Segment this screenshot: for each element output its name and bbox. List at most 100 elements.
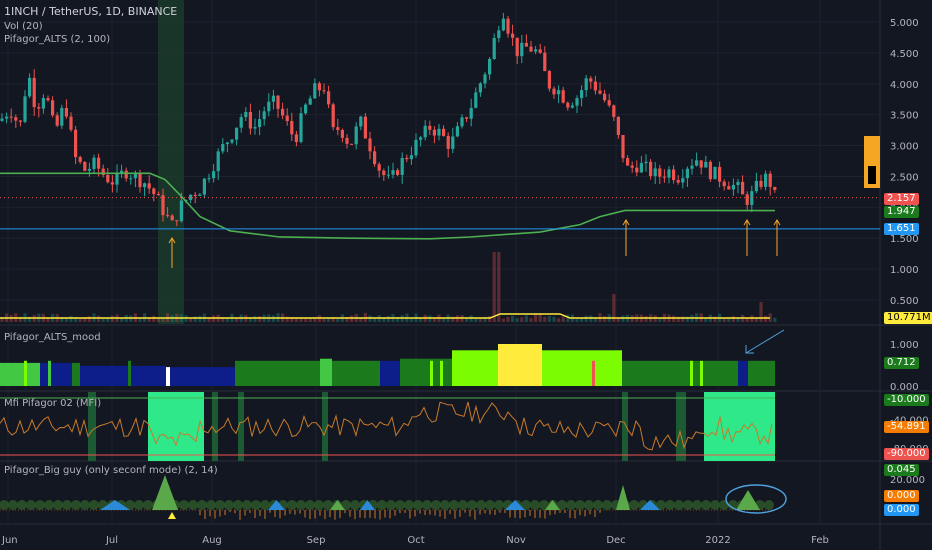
bigguy-dot (242, 500, 252, 510)
volume-bar (764, 315, 768, 322)
candle-body (129, 178, 133, 180)
volume-bar (621, 315, 625, 322)
volume-bar (685, 316, 689, 322)
bigguy-peak (545, 500, 560, 510)
candle-body (474, 92, 478, 108)
candle-body (331, 104, 335, 128)
volume-bar (754, 317, 758, 322)
volume-bar (488, 316, 492, 322)
volume-bar (520, 317, 524, 322)
mfi-tag-upper: -10.000 (884, 394, 929, 406)
bigguy-dot (188, 500, 198, 510)
candle-body (598, 90, 602, 94)
volume-bar (419, 317, 423, 322)
candle-body (731, 184, 735, 190)
bigguy-dot (539, 500, 549, 510)
ma-line (0, 172, 776, 240)
bigguy-dot (665, 500, 675, 510)
mood-bar (72, 362, 80, 386)
candle-body (699, 160, 703, 168)
mood-spike (440, 360, 443, 386)
candle-body (51, 100, 55, 116)
volume-bar (0, 317, 4, 322)
candle-body (432, 129, 436, 136)
volume-bar (465, 318, 469, 322)
candle-body (603, 93, 607, 101)
volume-bar (304, 318, 308, 322)
candle-body (704, 161, 708, 168)
bigguy-dot (521, 500, 531, 510)
candle-body (308, 98, 312, 105)
price-tick-label: 1.000 (890, 265, 919, 276)
candle-body (28, 77, 32, 97)
volume-bar (474, 318, 478, 322)
candle-body (9, 116, 13, 118)
candle-body (547, 71, 551, 89)
symbol-title: 1INCH / TetherUS, 1D, BINANCE (4, 5, 178, 18)
volume-bar (313, 317, 317, 322)
candle-body (386, 174, 390, 176)
volume-bar (382, 317, 386, 322)
candle-body (101, 168, 105, 175)
candle-body (175, 220, 179, 222)
candle-body (672, 169, 676, 181)
candle-body (557, 90, 561, 95)
mood-bar (452, 350, 498, 386)
bigguy-dot (80, 500, 90, 510)
time-axis-label: Jul (105, 535, 118, 546)
candle-body (768, 173, 772, 187)
bigguy-dot (44, 500, 54, 510)
candle-body (584, 78, 588, 91)
candle-body (267, 101, 271, 112)
candle-body (483, 74, 487, 84)
bigguy-blue-hump (360, 500, 375, 510)
candle-body (377, 164, 381, 171)
mood-tick-label: 0.000 (890, 382, 919, 393)
volume-tag: 10.771M (884, 312, 932, 324)
annotation-arrow (745, 329, 785, 354)
bigguy-dot (656, 500, 666, 510)
candle-body (612, 105, 616, 117)
candle-body (14, 117, 18, 121)
bigguy-dot (584, 500, 594, 510)
candle-body (713, 166, 717, 180)
bigguy-dot (674, 500, 684, 510)
candle-body (630, 165, 634, 168)
mood-bar (320, 358, 332, 386)
volume-bar (511, 315, 515, 322)
volume-bar (727, 317, 731, 322)
bigguy-dot (26, 500, 36, 510)
candle-body (690, 165, 694, 169)
candle-body (667, 169, 671, 178)
bigguy-dot (341, 500, 351, 510)
volume-bar (396, 317, 400, 322)
bigguy-pane-title: Pifagor_Big guy (only seconf mode) (2, 1… (4, 465, 218, 476)
volume-bar (64, 318, 68, 322)
bigguy-dot (728, 500, 738, 510)
candle-body (561, 90, 565, 103)
bigguy-dot (215, 500, 225, 510)
volume-bar (773, 317, 777, 322)
volume-bar (483, 316, 487, 322)
candle-body (685, 168, 689, 179)
mood-bar (400, 358, 452, 386)
candle-body (147, 183, 151, 189)
candle-body (244, 112, 248, 118)
volume-bar (736, 317, 740, 322)
candle-body (621, 134, 625, 159)
bigguy-dot (458, 500, 468, 510)
mfi-zone (238, 392, 244, 461)
candle-body (552, 88, 556, 95)
candle-body (589, 78, 593, 82)
candle-body (170, 215, 174, 221)
annotation-circle (725, 484, 787, 514)
volume-bar (561, 316, 565, 322)
candle-body (276, 95, 280, 109)
volume-bar (294, 317, 298, 322)
bigguy-dot (719, 500, 729, 510)
mood-bar (332, 360, 380, 386)
candle-body (676, 180, 680, 183)
candle-body (212, 171, 216, 179)
volume-bar (221, 317, 225, 322)
